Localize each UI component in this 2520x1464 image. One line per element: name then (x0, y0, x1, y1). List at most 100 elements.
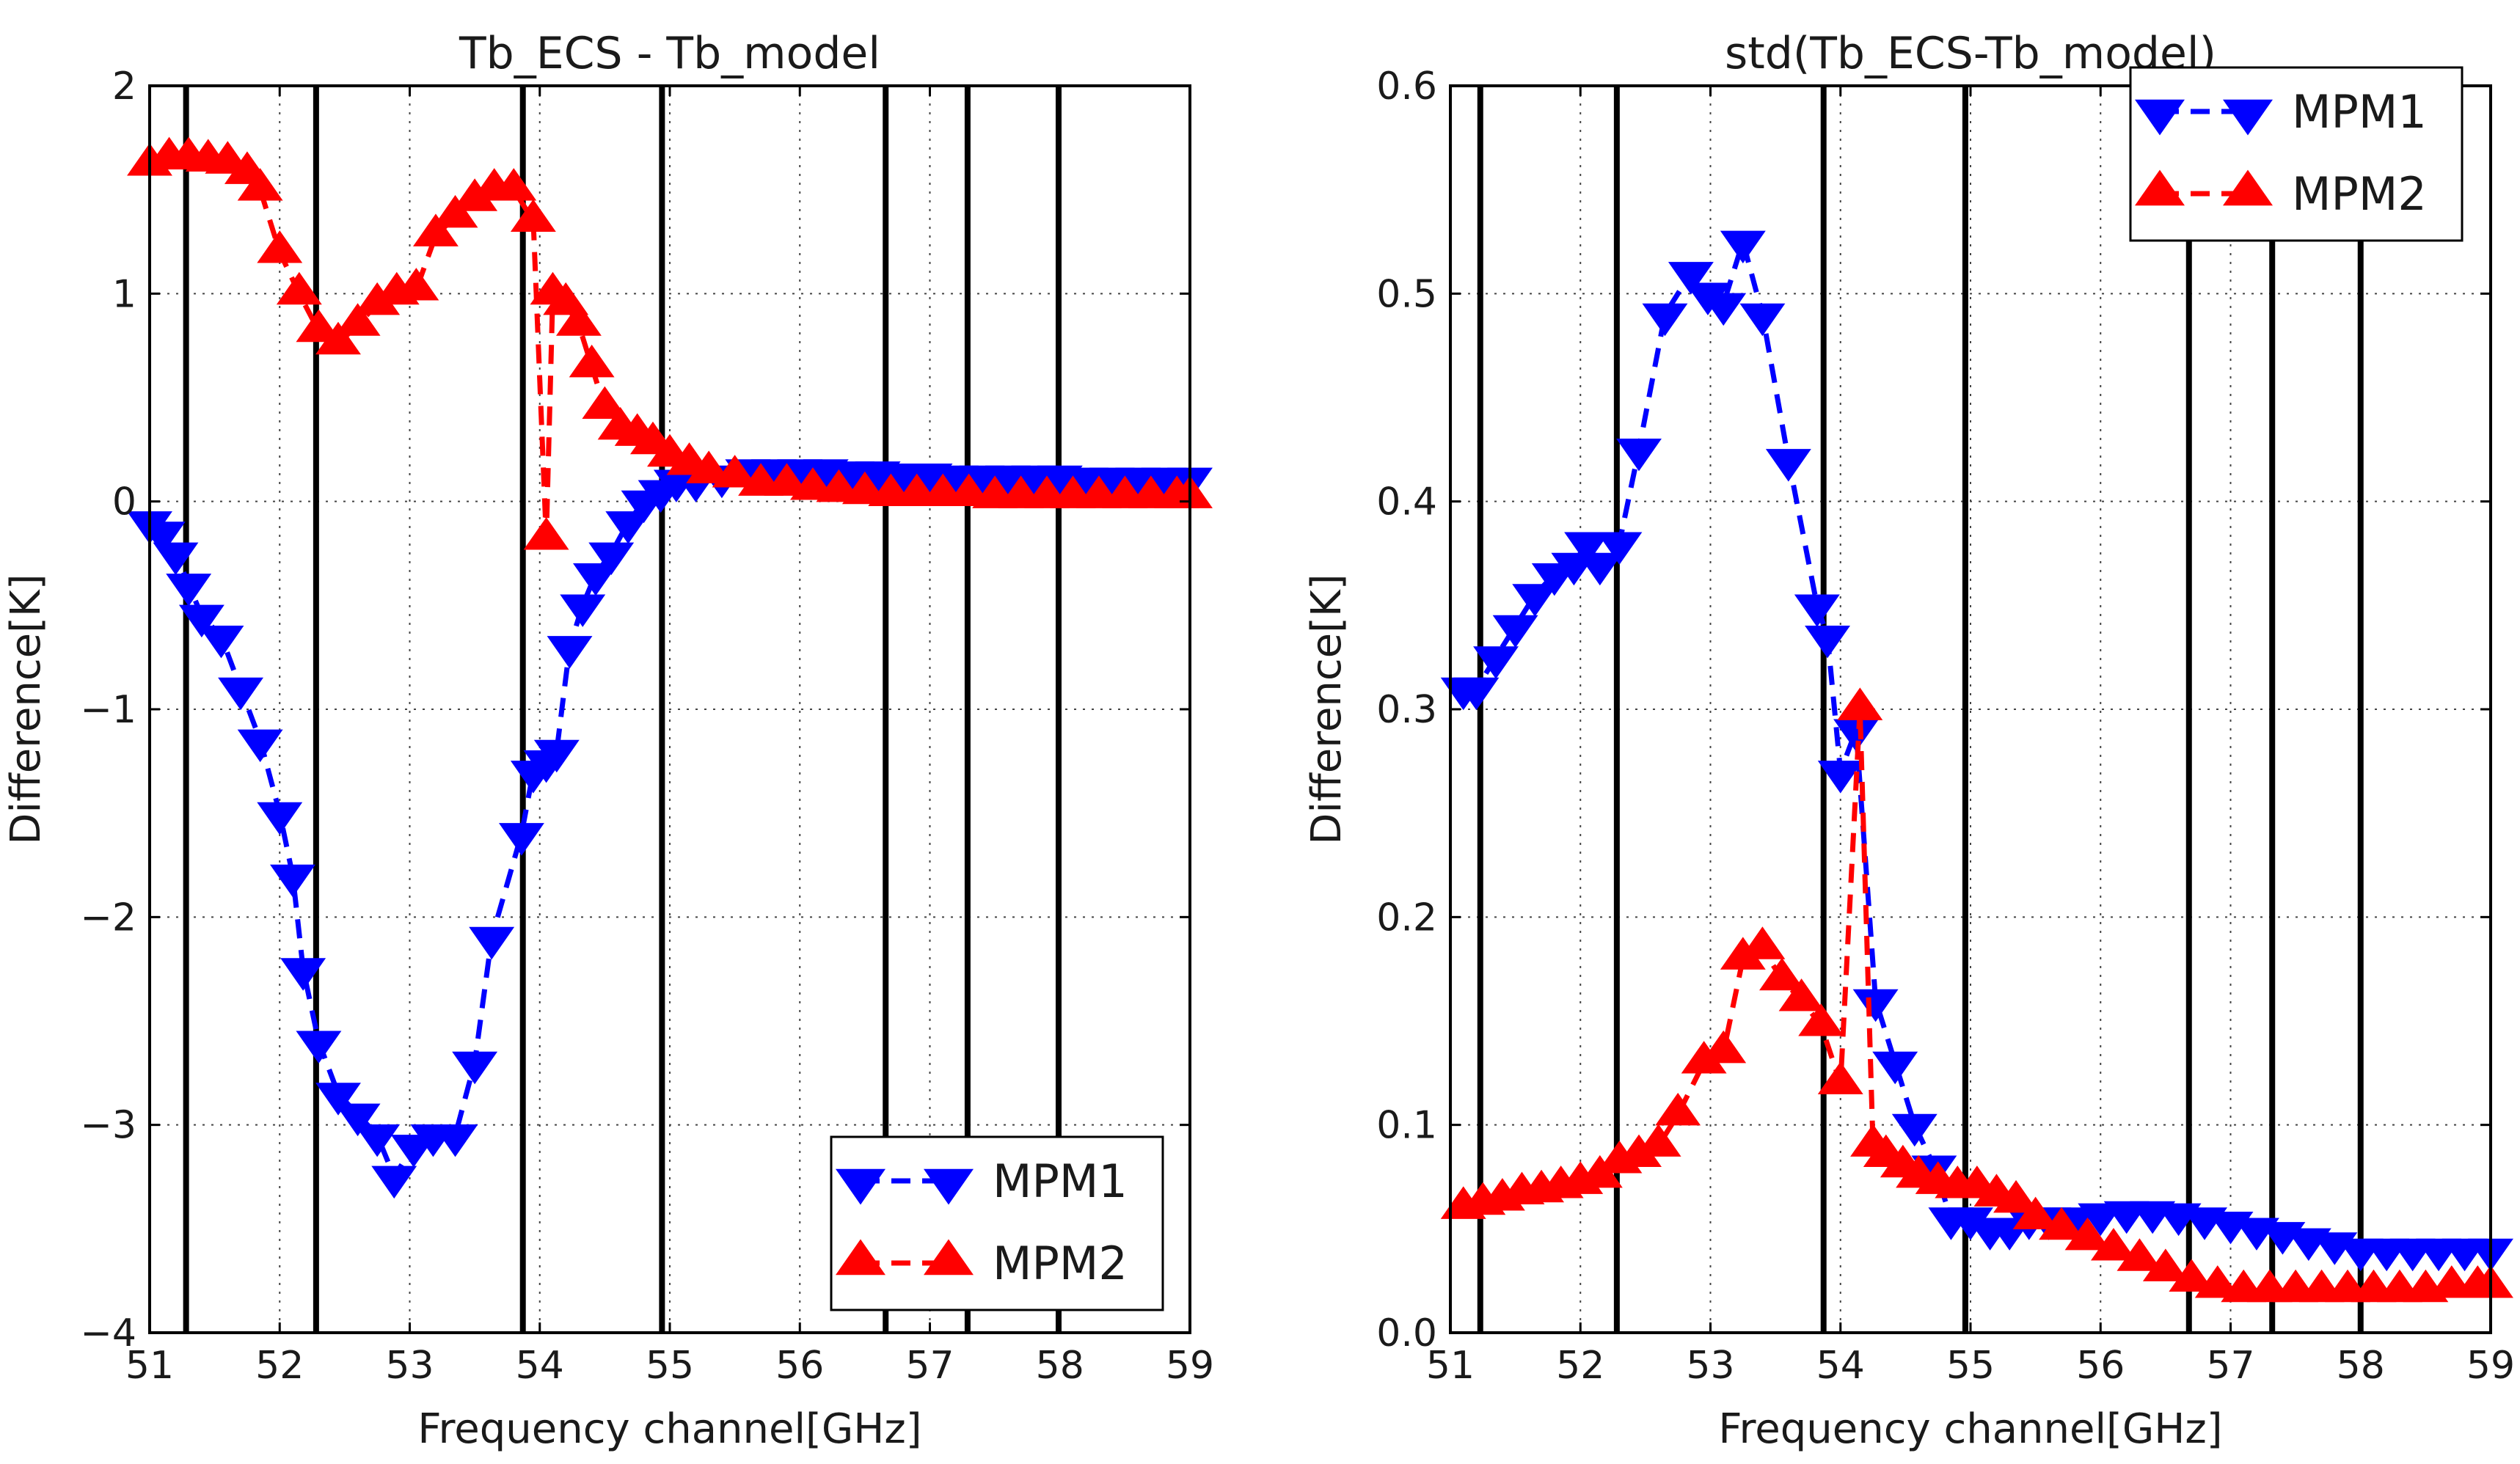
data-point-mpm1 (498, 823, 544, 856)
data-point-mpm1 (560, 594, 606, 627)
y-tick-label: 0.5 (1376, 272, 1437, 316)
data-point-mpm1 (166, 574, 212, 607)
data-point-mpm2 (2039, 1207, 2085, 1240)
data-point-mpm1 (315, 1083, 361, 1116)
data-point-mpm2 (686, 450, 732, 483)
legend-label-mpm2: MPM2 (2292, 167, 2427, 221)
x-axis-label: Frequency channel[GHz] (1718, 1405, 2222, 1453)
data-point-mpm2 (2091, 1228, 2136, 1261)
data-point-mpm1 (1492, 615, 1538, 648)
x-tick-label: 56 (775, 1344, 824, 1388)
data-point-mpm1 (178, 604, 224, 638)
y-tick-label: −1 (80, 688, 136, 732)
data-point-mpm2 (296, 309, 342, 343)
data-point-mpm2 (491, 168, 537, 201)
y-tick-label: 0.1 (1376, 1104, 1437, 1148)
data-point-mpm1 (354, 1124, 401, 1157)
data-point-mpm2 (2117, 1238, 2163, 1271)
data-point-mpm1 (1817, 761, 1863, 794)
x-tick-label: 53 (385, 1344, 434, 1388)
legend: MPM1 MPM2 (830, 1135, 1164, 1311)
x-tick-label: 57 (2206, 1344, 2254, 1388)
legend-label-mpm1: MPM1 (2292, 85, 2427, 139)
data-point-mpm2 (432, 194, 478, 228)
data-point-mpm1 (547, 636, 593, 669)
legend-marker-mpm1 (836, 1168, 885, 1205)
data-point-mpm1 (1616, 438, 1662, 472)
y-tick-label: 0 (112, 480, 136, 524)
y-tick-label: 2 (112, 65, 136, 109)
y-tick-label: −2 (80, 896, 136, 940)
x-tick-label: 56 (2076, 1344, 2125, 1388)
legend-label-mpm2: MPM2 (993, 1237, 1128, 1290)
y-tick-label: 0.4 (1376, 480, 1437, 524)
y-axis-label: Difference[K] (1303, 574, 1351, 844)
x-tick-label: 51 (125, 1344, 174, 1388)
data-point-mpm2 (1759, 957, 1805, 991)
data-point-mpm2 (2142, 1248, 2188, 1281)
y-tick-label: 0.2 (1376, 896, 1437, 940)
data-point-mpm2 (1635, 1124, 1681, 1157)
data-point-mpm1 (335, 1103, 381, 1137)
data-point-mpm1 (1805, 625, 1850, 659)
data-point-mpm1 (198, 625, 244, 659)
data-point-mpm2 (276, 271, 322, 305)
chart-panel-2: 51 52 53 54 55 56 57 58 590.00.10.20.30.40.50.6s… (1303, 28, 2515, 1453)
data-point-mpm1 (533, 739, 580, 773)
legend-marker-mpm1 (924, 1168, 974, 1205)
data-point-mpm2 (257, 230, 303, 263)
data-point-mpm2 (412, 213, 459, 246)
data-point-mpm1 (1453, 677, 1500, 711)
data-point-mpm1 (469, 926, 515, 960)
data-point-mpm2 (555, 303, 602, 336)
data-point-mpm2 (1817, 1061, 1863, 1094)
legend-box (2129, 66, 2464, 242)
x-tick-label: 51 (1426, 1344, 1475, 1388)
data-point-mpm1 (1765, 449, 1811, 482)
series-markers-mpm2 (127, 136, 1213, 550)
y-tick-label: −4 (80, 1311, 136, 1355)
data-point-mpm1 (139, 521, 186, 555)
data-point-mpm1 (153, 542, 199, 576)
x-tick-label: 55 (646, 1344, 694, 1388)
data-point-mpm2 (582, 386, 628, 420)
data-point-mpm2 (237, 168, 283, 201)
x-axis-label: Frequency channel[GHz] (417, 1405, 921, 1453)
data-point-mpm2 (2194, 1265, 2240, 1298)
data-point-mpm1 (280, 958, 326, 991)
x-tick-label: 52 (255, 1344, 304, 1388)
data-point-mpm2 (315, 321, 361, 355)
data-point-mpm2 (764, 463, 810, 496)
data-point-mpm2 (2064, 1217, 2111, 1251)
data-point-mpm1 (573, 563, 618, 596)
x-tick-label: 59 (2466, 1344, 2515, 1388)
data-point-mpm1 (1891, 1113, 1938, 1147)
y-axis-label: Difference[K] (2, 574, 50, 844)
legend-marker-mpm1 (2223, 99, 2273, 136)
data-point-mpm2 (1739, 926, 1786, 959)
data-point-mpm1 (371, 1165, 417, 1199)
legend-box (830, 1135, 1164, 1311)
data-point-mpm1 (218, 677, 264, 711)
x-tick-label: 52 (1556, 1344, 1604, 1388)
x-tick-label: 58 (1036, 1344, 1084, 1388)
data-point-mpm1 (1872, 1051, 1918, 1085)
data-point-mpm2 (1778, 978, 1825, 1011)
data-point-mpm1 (1668, 262, 1714, 295)
data-point-mpm1 (1794, 594, 1840, 627)
data-point-mpm2 (1993, 1179, 2039, 1213)
data-point-mpm2 (1701, 1030, 1747, 1064)
data-point-mpm2 (393, 268, 439, 301)
data-point-mpm2 (523, 517, 569, 550)
data-point-mpm2 (569, 344, 615, 378)
data-point-mpm2 (2169, 1259, 2215, 1292)
legend-marker-mpm2 (924, 1239, 974, 1275)
y-tick-label: 0.3 (1376, 688, 1437, 732)
data-point-mpm1 (1596, 532, 1643, 565)
series-line-mpm1 (147, 467, 1190, 1183)
data-point-mpm1 (257, 802, 303, 835)
x-tick-label: 54 (1816, 1344, 1865, 1388)
legend-marker-mpm2 (2223, 169, 2273, 206)
data-point-mpm1 (270, 864, 315, 898)
